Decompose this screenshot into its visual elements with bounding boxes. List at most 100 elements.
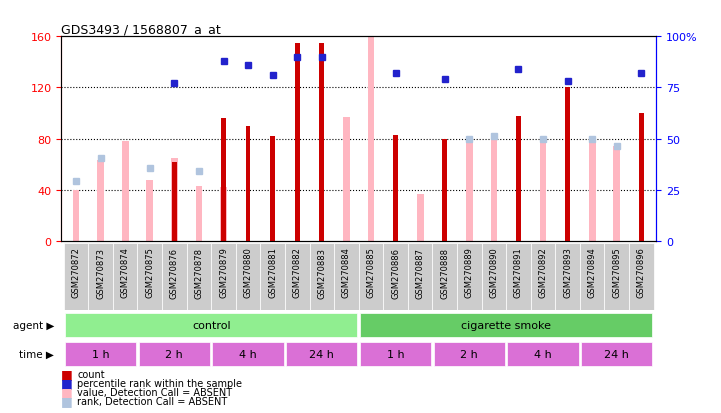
Text: GSM270879: GSM270879 bbox=[219, 247, 228, 298]
Text: count: count bbox=[77, 369, 105, 379]
Bar bbox=[138, 342, 210, 366]
Bar bbox=[309, 244, 334, 310]
Bar bbox=[604, 244, 629, 310]
Bar bbox=[285, 244, 309, 310]
Bar bbox=[580, 244, 604, 310]
Bar bbox=[260, 244, 285, 310]
Bar bbox=[589, 140, 596, 242]
Text: 4 h: 4 h bbox=[239, 349, 257, 359]
Bar bbox=[457, 244, 482, 310]
Bar bbox=[506, 244, 531, 310]
Text: GDS3493 / 1568807_a_at: GDS3493 / 1568807_a_at bbox=[61, 23, 221, 36]
Bar bbox=[490, 137, 497, 242]
Bar bbox=[629, 244, 654, 310]
Bar bbox=[359, 244, 384, 310]
Bar bbox=[88, 244, 113, 310]
Text: GSM270895: GSM270895 bbox=[612, 247, 622, 298]
Bar bbox=[368, 37, 374, 242]
Text: cigarette smoke: cigarette smoke bbox=[461, 320, 551, 330]
Bar bbox=[466, 140, 473, 242]
Text: 24 h: 24 h bbox=[604, 349, 629, 359]
Bar bbox=[516, 116, 521, 242]
Bar bbox=[172, 162, 177, 242]
Text: GSM270875: GSM270875 bbox=[145, 247, 154, 298]
Bar bbox=[417, 195, 423, 242]
Bar bbox=[555, 244, 580, 310]
Bar bbox=[97, 161, 104, 242]
Bar bbox=[162, 244, 187, 310]
Bar bbox=[65, 342, 136, 366]
Text: agent ▶: agent ▶ bbox=[13, 320, 54, 330]
Text: GSM270880: GSM270880 bbox=[244, 247, 252, 298]
Bar bbox=[614, 147, 620, 242]
Bar bbox=[220, 188, 227, 242]
Bar bbox=[138, 244, 162, 310]
Bar bbox=[286, 342, 358, 366]
Text: time ▶: time ▶ bbox=[19, 349, 54, 359]
Text: GSM270896: GSM270896 bbox=[637, 247, 646, 298]
Text: GSM270887: GSM270887 bbox=[415, 247, 425, 298]
Bar bbox=[443, 140, 447, 242]
Text: ■: ■ bbox=[61, 394, 73, 408]
Text: GSM270884: GSM270884 bbox=[342, 247, 351, 298]
Text: percentile rank within the sample: percentile rank within the sample bbox=[77, 378, 242, 388]
Text: GSM270881: GSM270881 bbox=[268, 247, 277, 298]
Text: 4 h: 4 h bbox=[534, 349, 552, 359]
Bar bbox=[73, 190, 79, 242]
Bar bbox=[221, 119, 226, 242]
Bar bbox=[334, 244, 358, 310]
Bar bbox=[565, 88, 570, 242]
Text: rank, Detection Call = ABSENT: rank, Detection Call = ABSENT bbox=[77, 396, 227, 406]
Text: GSM270885: GSM270885 bbox=[366, 247, 376, 298]
Text: GSM270876: GSM270876 bbox=[170, 247, 179, 298]
Text: value, Detection Call = ABSENT: value, Detection Call = ABSENT bbox=[77, 387, 232, 397]
Bar bbox=[113, 244, 138, 310]
Bar bbox=[393, 135, 398, 242]
Bar bbox=[146, 180, 153, 242]
Text: control: control bbox=[192, 320, 231, 330]
Bar bbox=[408, 244, 433, 310]
Text: GSM270882: GSM270882 bbox=[293, 247, 302, 298]
Bar bbox=[384, 244, 408, 310]
Text: ■: ■ bbox=[61, 367, 73, 380]
Text: ■: ■ bbox=[61, 376, 73, 389]
Bar bbox=[360, 342, 431, 366]
Bar bbox=[236, 244, 260, 310]
Text: 1 h: 1 h bbox=[386, 349, 404, 359]
Bar bbox=[246, 127, 250, 242]
Text: 2 h: 2 h bbox=[166, 349, 183, 359]
Bar bbox=[508, 342, 579, 366]
Bar bbox=[319, 43, 324, 242]
Bar bbox=[343, 118, 350, 242]
Text: 24 h: 24 h bbox=[309, 349, 335, 359]
Text: ■: ■ bbox=[61, 385, 73, 399]
Bar bbox=[433, 342, 505, 366]
Text: GSM270894: GSM270894 bbox=[588, 247, 597, 298]
Text: GSM270873: GSM270873 bbox=[96, 247, 105, 298]
Bar bbox=[360, 313, 653, 337]
Bar bbox=[531, 244, 555, 310]
Text: GSM270872: GSM270872 bbox=[71, 247, 81, 298]
Text: 1 h: 1 h bbox=[92, 349, 110, 359]
Bar bbox=[295, 43, 300, 242]
Bar bbox=[187, 244, 211, 310]
Bar bbox=[539, 140, 547, 242]
Bar bbox=[433, 244, 457, 310]
Bar bbox=[213, 342, 284, 366]
Bar bbox=[122, 142, 128, 242]
Text: 2 h: 2 h bbox=[461, 349, 478, 359]
Text: GSM270878: GSM270878 bbox=[195, 247, 203, 298]
Bar bbox=[65, 313, 358, 337]
Text: GSM270883: GSM270883 bbox=[317, 247, 327, 298]
Bar bbox=[195, 187, 203, 242]
Bar bbox=[270, 137, 275, 242]
Bar bbox=[482, 244, 506, 310]
Bar bbox=[581, 342, 653, 366]
Bar bbox=[63, 244, 88, 310]
Bar bbox=[639, 114, 644, 242]
Text: GSM270886: GSM270886 bbox=[391, 247, 400, 298]
Text: GSM270892: GSM270892 bbox=[539, 247, 547, 298]
Text: GSM270891: GSM270891 bbox=[514, 247, 523, 298]
Text: GSM270889: GSM270889 bbox=[465, 247, 474, 298]
Text: GSM270888: GSM270888 bbox=[441, 247, 449, 298]
